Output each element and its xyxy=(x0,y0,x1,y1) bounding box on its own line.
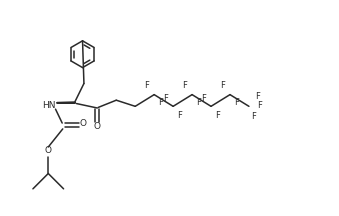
Text: F: F xyxy=(252,112,256,121)
Text: F: F xyxy=(255,92,260,101)
Text: O: O xyxy=(45,146,52,155)
Text: O: O xyxy=(79,119,86,128)
Text: F: F xyxy=(257,101,262,110)
Text: F: F xyxy=(177,111,182,120)
Text: F: F xyxy=(234,98,239,108)
Text: F: F xyxy=(196,98,201,108)
Text: F: F xyxy=(182,81,187,90)
Text: HN: HN xyxy=(43,101,56,110)
Text: F: F xyxy=(215,111,220,120)
Text: F: F xyxy=(144,81,149,90)
Text: F: F xyxy=(158,98,163,108)
Text: F: F xyxy=(220,81,225,90)
Text: F: F xyxy=(163,94,168,103)
Text: O: O xyxy=(94,122,101,131)
Text: F: F xyxy=(201,94,206,103)
